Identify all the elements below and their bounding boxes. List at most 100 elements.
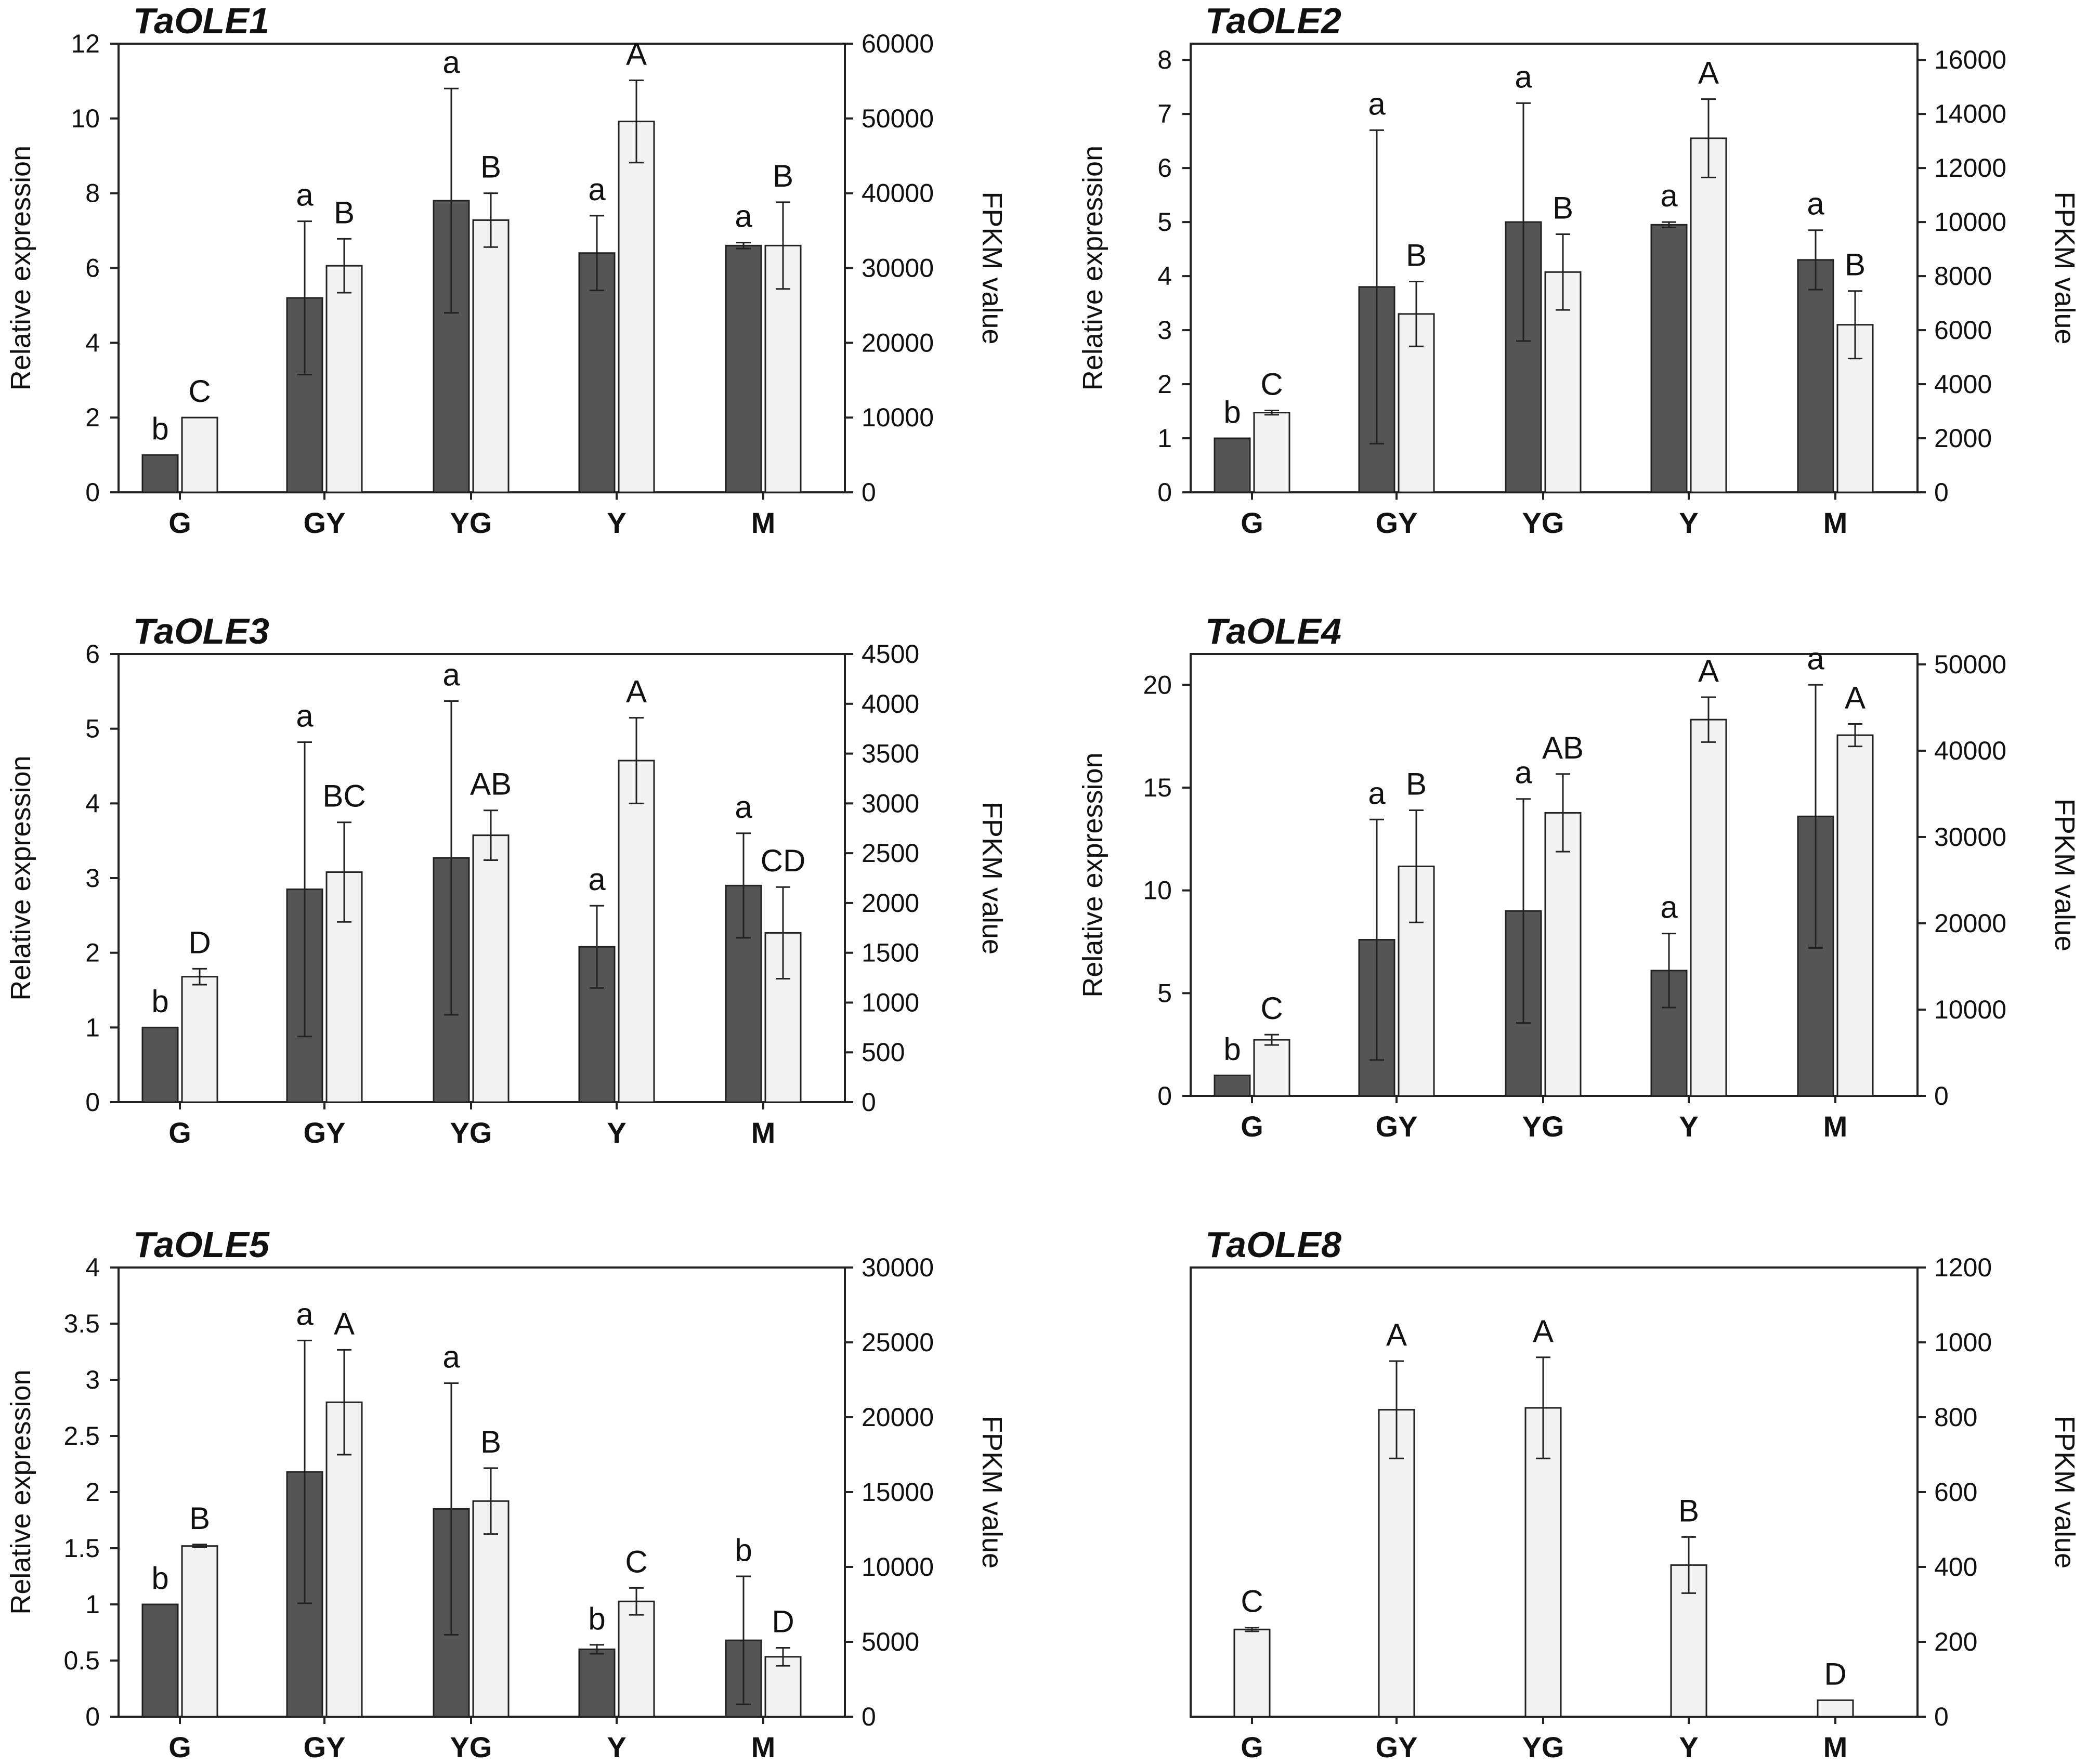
- right-axis-label: FPKM value: [2049, 799, 2080, 951]
- left-tick-label: 1: [85, 1013, 100, 1042]
- fpkm-bar: [618, 760, 655, 1103]
- right-tick-label: 12000: [1934, 153, 2006, 182]
- significance-label: A: [626, 674, 647, 709]
- left-tick-label: 4: [85, 1253, 100, 1282]
- right-tick-label: 0: [1934, 478, 1949, 507]
- chart-panel-2: TaOLE2 0 1 2 3 4 5 6 7 8 Relative expression 0 2000 4…: [1077, 1, 2080, 539]
- left-axis-label: Relative expression: [1077, 146, 1108, 390]
- significance-label: a: [735, 790, 752, 825]
- right-tick-label: 3000: [862, 789, 919, 818]
- left-tick-label: 10: [1143, 876, 1172, 905]
- right-tick-label: 400: [1934, 1552, 1977, 1582]
- relative-expression-bar: [578, 1648, 616, 1718]
- significance-label: C: [1260, 991, 1283, 1026]
- significance-label: b: [588, 1601, 605, 1636]
- right-tick-label: 10000: [1934, 995, 2006, 1024]
- right-tick-label: 6000: [1934, 316, 1992, 345]
- category-label: Y: [607, 1731, 626, 1763]
- category-label: GY: [304, 1731, 346, 1763]
- fpkm-bar: [1233, 1628, 1271, 1718]
- left-axis-label: Relative expression: [1077, 752, 1108, 997]
- fpkm-bar: [1253, 1039, 1290, 1097]
- significance-label: B: [334, 195, 355, 230]
- significance-label: a: [442, 1339, 460, 1374]
- right-tick-label: 10000: [1934, 207, 2006, 237]
- left-tick-label: 4: [85, 328, 100, 357]
- right-tick-label: 15000: [862, 1478, 934, 1507]
- category-label: G: [168, 1116, 191, 1149]
- right-axis-label: FPKM value: [2049, 1416, 2080, 1569]
- right-tick-label: 40000: [1934, 736, 2006, 765]
- category-label: Y: [607, 1116, 626, 1149]
- right-tick-label: 20000: [1934, 909, 2006, 938]
- left-tick-label: 2: [85, 938, 100, 968]
- category-label: Y: [1679, 506, 1698, 539]
- left-tick-label: 15: [1143, 773, 1172, 802]
- fpkm-bar: [1817, 1699, 1854, 1718]
- right-tick-label: 200: [1934, 1627, 1977, 1656]
- left-tick-label: 4: [85, 789, 100, 818]
- right-tick-label: 10000: [862, 1552, 934, 1582]
- left-tick-label: 3.5: [63, 1309, 100, 1338]
- significance-label: a: [1515, 755, 1532, 790]
- right-tick-label: 0: [1934, 1702, 1949, 1731]
- left-tick-label: 2: [85, 403, 100, 432]
- fpkm-bar: [181, 416, 218, 493]
- fpkm-bar: [618, 121, 655, 493]
- significance-label: a: [1368, 86, 1386, 121]
- significance-label: C: [625, 1544, 647, 1579]
- right-tick-label: 800: [1934, 1403, 1977, 1432]
- significance-label: D: [1824, 1656, 1846, 1691]
- significance-label: D: [772, 1604, 794, 1639]
- right-tick-label: 60000: [862, 29, 934, 58]
- significance-label: a: [1368, 776, 1386, 811]
- right-axis-label: FPKM value: [976, 1416, 1008, 1569]
- left-tick-label: 0: [85, 1088, 100, 1117]
- significance-label: a: [588, 862, 606, 897]
- category-label: GY: [1376, 506, 1418, 539]
- left-tick-label: 12: [71, 29, 100, 58]
- significance-label: AB: [1542, 730, 1584, 765]
- left-tick-label: 3: [85, 1365, 100, 1394]
- right-tick-label: 20000: [862, 1403, 934, 1432]
- significance-label: B: [480, 150, 501, 185]
- right-tick-label: 1000: [1934, 1328, 1992, 1357]
- significance-label: A: [626, 36, 647, 71]
- left-tick-label: 3: [1157, 316, 1172, 345]
- left-tick-label: 3: [85, 864, 100, 893]
- left-tick-label: 10: [71, 104, 100, 133]
- significance-label: B: [189, 1501, 210, 1536]
- right-tick-label: 4000: [1934, 370, 1992, 399]
- significance-label: a: [735, 199, 752, 234]
- right-tick-label: 4000: [862, 689, 919, 718]
- fpkm-bar: [472, 219, 510, 493]
- left-tick-label: 2.5: [63, 1421, 100, 1451]
- category-label: M: [751, 1731, 776, 1763]
- chart-title: TaOLE2: [1205, 1, 1341, 41]
- category-label: YG: [450, 506, 492, 539]
- chart-panel-4: TaOLE4 0 5 10 15 20 Relative expression 0 10000 2…: [1077, 611, 2080, 1143]
- fpkm-bar: [472, 834, 510, 1103]
- significance-label: C: [188, 374, 211, 409]
- right-tick-label: 0: [862, 1088, 876, 1117]
- significance-label: C: [1260, 367, 1283, 401]
- significance-label: D: [188, 925, 211, 960]
- right-tick-label: 600: [1934, 1478, 1977, 1507]
- significance-label: B: [1678, 1493, 1699, 1528]
- right-tick-label: 1200: [1934, 1253, 1992, 1282]
- category-label: M: [1823, 1110, 1848, 1143]
- right-axis-label: FPKM value: [976, 802, 1008, 955]
- category-label: YG: [1522, 506, 1564, 539]
- significance-label: b: [1223, 1031, 1241, 1066]
- significance-label: AB: [470, 767, 512, 802]
- significance-label: b: [1223, 395, 1241, 429]
- category-label: YG: [1522, 1110, 1564, 1143]
- category-label: M: [1823, 1731, 1848, 1763]
- right-tick-label: 30000: [862, 254, 934, 283]
- left-axis-label: Relative expression: [5, 1369, 36, 1614]
- chart-panel-5: TaOLE5 0 0.5 1 1.5 2 2.5 3 3.5 4 Relative expressi…: [5, 1224, 1008, 1763]
- relative-expression-bar: [1797, 259, 1834, 493]
- left-tick-label: 20: [1143, 670, 1172, 699]
- left-tick-label: 7: [1157, 99, 1172, 128]
